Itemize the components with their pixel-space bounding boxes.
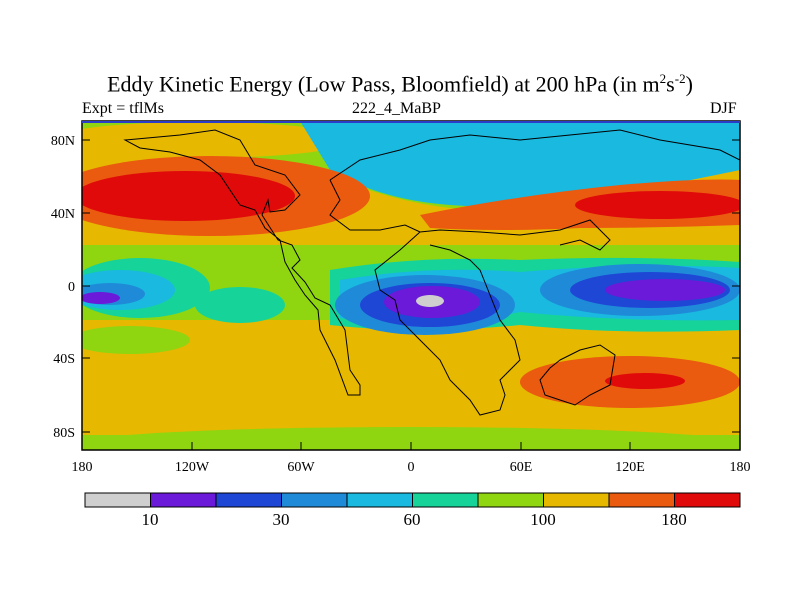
- colorbar-box: [674, 492, 741, 508]
- subtitle-center: 222_4_MaBP: [352, 100, 441, 117]
- colorbar-label: 30: [273, 510, 290, 529]
- colorbar-label: 60: [404, 510, 421, 529]
- south-green-bottom: [82, 427, 740, 450]
- colorbar-box: [150, 492, 217, 508]
- map-title: Eddy Kinetic Energy (Low Pass, Bloomfiel…: [107, 71, 693, 97]
- colorbar: [84, 492, 741, 508]
- south-green-west: [82, 326, 190, 354]
- jet-asia-red: [575, 191, 740, 219]
- jet-pacific-red: [82, 171, 295, 221]
- y-tick-label: 80S: [53, 426, 75, 441]
- subtitle-left: Expt = tflMs: [82, 100, 164, 117]
- x-tick-marks: [81, 442, 741, 450]
- x-tick-label: 0: [408, 460, 415, 475]
- colorbar-box: [346, 492, 413, 508]
- y-tick-labels: 80N 40N 0 40S 80S: [51, 134, 75, 441]
- colorbar-labels: 10 30 60 100 180: [142, 510, 687, 529]
- y-tick-label: 0: [68, 280, 75, 295]
- x-tick-label: 120W: [175, 460, 210, 475]
- x-tick-label: 120E: [615, 460, 645, 475]
- x-tick-labels: 180 120W 60W 0 60E 120E 180: [72, 460, 751, 475]
- colorbar-label: 100: [530, 510, 556, 529]
- x-tick-label: 180: [72, 460, 93, 475]
- teal-americas: [195, 287, 285, 323]
- colorbar-box: [477, 492, 544, 508]
- australia-outline: [539, 344, 616, 406]
- colorbar-label: 180: [661, 510, 687, 529]
- minimum-gray: [416, 295, 444, 307]
- y-tick-label: 40N: [51, 207, 75, 222]
- colorbar-box: [215, 492, 282, 508]
- land-outline: [123, 129, 740, 416]
- eurasia-africa-outline: [329, 129, 740, 416]
- purple-indian: [605, 279, 725, 301]
- x-tick-label: 180: [730, 460, 751, 475]
- subtitle-right: DJF: [710, 100, 737, 117]
- colorbar-box: [281, 492, 348, 508]
- contour-field: [82, 121, 740, 450]
- colorbar-box: [608, 492, 675, 508]
- colorbar-box: [543, 492, 610, 508]
- x-tick-label: 60W: [287, 460, 315, 475]
- y-tick-label: 80N: [51, 134, 75, 149]
- y-tick-marks: [82, 139, 740, 433]
- colorbar-box: [412, 492, 479, 508]
- south-jet-red: [605, 373, 685, 389]
- colorbar-label: 10: [142, 510, 159, 529]
- y-tick-label: 40S: [53, 352, 75, 367]
- x-tick-label: 60E: [510, 460, 533, 475]
- tropics-purple-west: [82, 292, 120, 304]
- colorbar-box: [84, 492, 151, 508]
- americas-outline: [123, 129, 361, 396]
